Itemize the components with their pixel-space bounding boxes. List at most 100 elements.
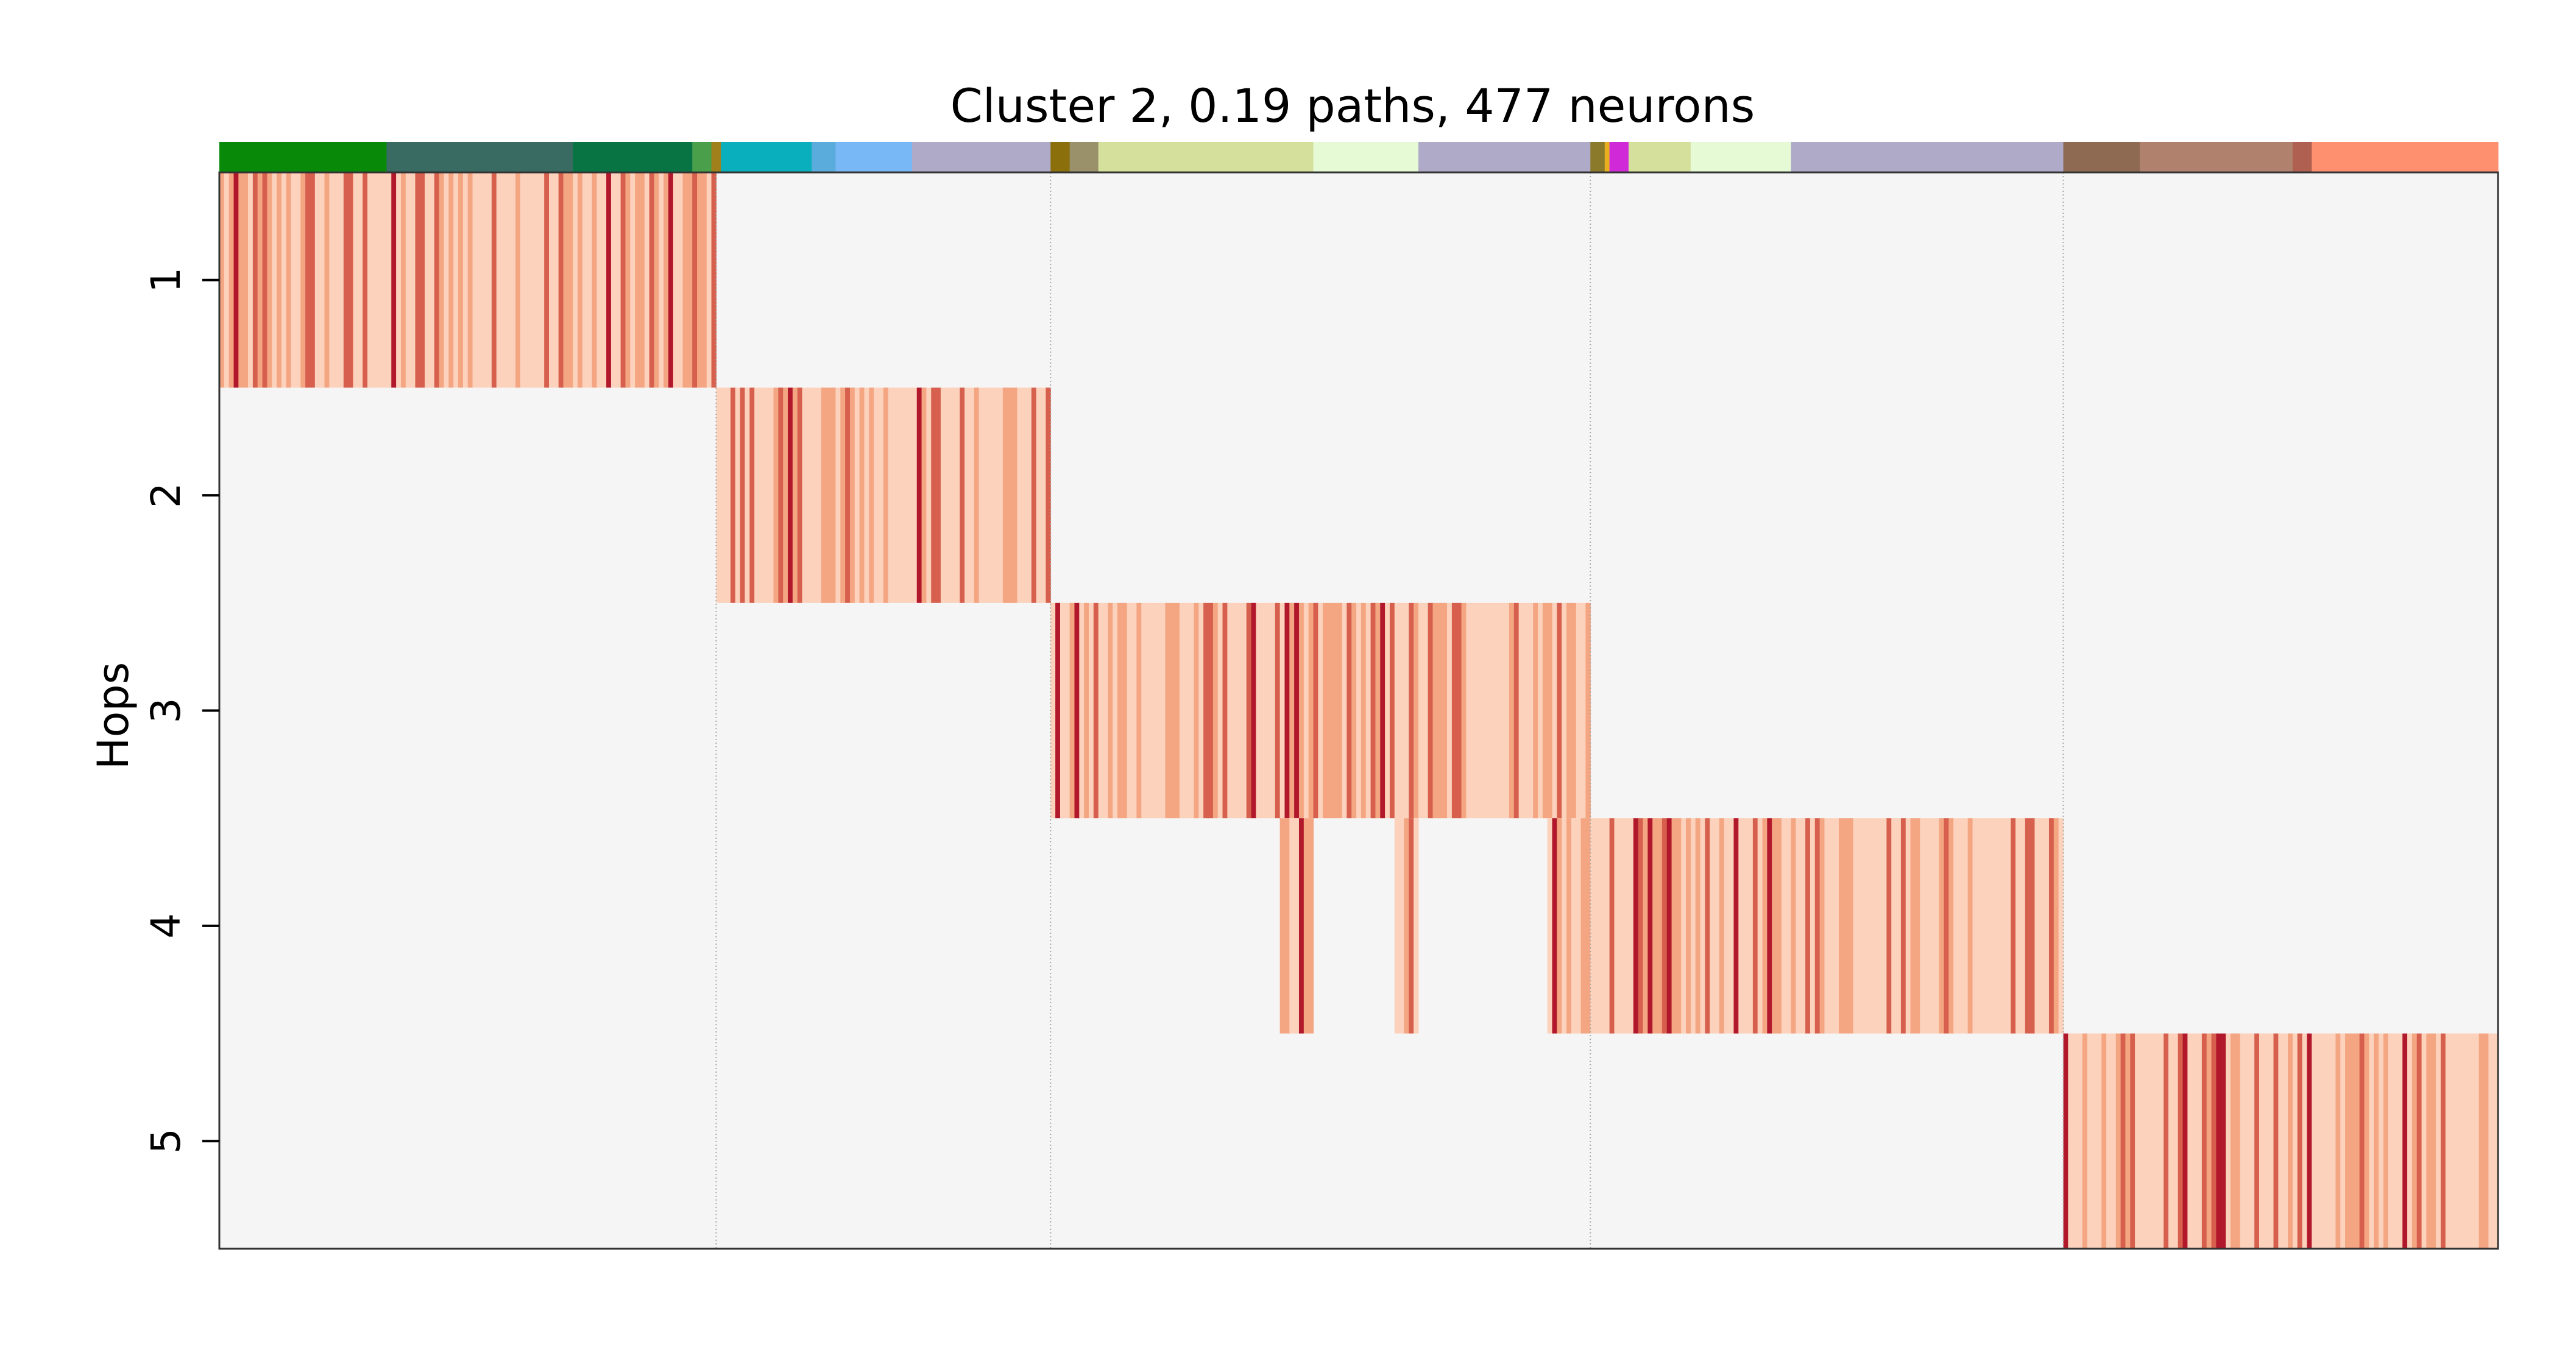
heatmap-cell <box>305 172 310 387</box>
heatmap-cell <box>272 172 277 387</box>
heatmap-cell <box>616 172 621 387</box>
group-color-segment <box>1070 142 1099 172</box>
heatmap-cell <box>2417 1034 2422 1249</box>
heatmap-cell <box>444 172 449 387</box>
y-tick-label: 1 <box>143 267 189 293</box>
heatmap-cell <box>1839 818 1844 1033</box>
group-color-segment <box>2293 142 2312 172</box>
heatmap-cell <box>1366 603 1371 818</box>
heatmap-cell <box>606 172 611 387</box>
heatmap-cell <box>1519 603 1524 818</box>
heatmap-cell <box>2264 1034 2269 1249</box>
heatmap-cell <box>988 387 993 602</box>
heatmap-cell <box>263 172 267 387</box>
heatmap-cell <box>534 172 539 387</box>
heatmap-cell <box>2121 1034 2126 1249</box>
heatmap-cell <box>2460 1034 2465 1249</box>
heatmap-cell <box>1414 818 1418 1033</box>
heatmap-cell <box>654 172 659 387</box>
heatmap-cell <box>1777 818 1782 1033</box>
heatmap-cell <box>1371 603 1376 818</box>
heatmap-cell <box>2063 1034 2068 1249</box>
heatmap-cell <box>1886 818 1891 1033</box>
heatmap-cell <box>764 387 769 602</box>
heatmap-cell <box>2125 1034 2130 1249</box>
heatmap-cell <box>2101 1034 2106 1249</box>
heatmap-cell <box>2140 1034 2145 1249</box>
heatmap-cell <box>1548 603 1552 818</box>
heatmap-cell <box>2383 1034 2388 1249</box>
heatmap-cell <box>1977 818 1982 1033</box>
heatmap-cell <box>401 172 406 387</box>
heatmap-cell <box>501 172 506 387</box>
group-color-segment <box>1791 142 2064 172</box>
heatmap-cell <box>2020 818 2025 1033</box>
heatmap-cell <box>2164 1034 2168 1249</box>
heatmap-cell <box>707 172 712 387</box>
heatmap-cell <box>2379 1034 2383 1249</box>
heatmap-cell <box>2350 1034 2355 1249</box>
y-tick-label: 3 <box>143 698 189 724</box>
heatmap-cell <box>2360 1034 2365 1249</box>
heatmap-cell <box>1504 603 1509 818</box>
heatmap-cell <box>1733 818 1738 1033</box>
heatmap-cell <box>1404 818 1409 1033</box>
heatmap-cell <box>578 172 582 387</box>
heatmap-cell <box>740 387 745 602</box>
heatmap-cell <box>678 172 683 387</box>
heatmap-cell <box>1050 603 1055 818</box>
heatmap-cell <box>630 172 635 387</box>
heatmap-cell <box>754 387 759 602</box>
group-color-segment <box>2140 142 2293 172</box>
heatmap-cell <box>448 172 453 387</box>
heatmap-cell <box>1481 603 1485 818</box>
heatmap-cell <box>487 172 492 387</box>
heatmap-cell <box>2202 1034 2207 1249</box>
heatmap-cell <box>1385 603 1390 818</box>
heatmap-cell <box>1022 387 1027 602</box>
heatmap-cell <box>2426 1034 2431 1249</box>
heatmap-cell <box>515 172 520 387</box>
heatmap-cell <box>1738 818 1743 1033</box>
heatmap-cell <box>1070 603 1075 818</box>
heatmap-cell <box>1237 603 1242 818</box>
heatmap-cell <box>936 387 941 602</box>
heatmap-cell <box>749 387 754 602</box>
heatmap-cell <box>430 172 434 387</box>
heatmap-cell <box>1161 603 1166 818</box>
heatmap-cell <box>1270 603 1275 818</box>
heatmap-cell <box>2465 1034 2469 1249</box>
heatmap-cell <box>1089 603 1094 818</box>
heatmap-cell <box>2001 818 2006 1033</box>
heatmap-cell <box>592 172 597 387</box>
heatmap-cell <box>2302 1034 2307 1249</box>
heatmap-cell <box>1610 818 1615 1033</box>
heatmap-cell <box>897 387 902 602</box>
heatmap-cell <box>1113 603 1117 818</box>
heatmap-cell <box>2111 1034 2116 1249</box>
heatmap-cell <box>697 172 702 387</box>
heatmap-cell <box>702 172 707 387</box>
heatmap-cell <box>1982 818 1987 1033</box>
heatmap-cell <box>267 172 272 387</box>
heatmap-cell <box>2283 1034 2288 1249</box>
heatmap-cell <box>1968 818 1973 1033</box>
group-color-segment <box>692 142 712 172</box>
heatmap-cell <box>1074 603 1079 818</box>
heatmap-cell <box>1600 818 1605 1033</box>
heatmap-cell <box>568 172 573 387</box>
heatmap-cell <box>1896 818 1901 1033</box>
heatmap-cell <box>1414 603 1418 818</box>
heatmap-cell <box>1289 603 1294 818</box>
group-color-segment <box>1610 142 1629 172</box>
heatmap-cell <box>1514 603 1519 818</box>
heatmap-cell <box>1203 603 1208 818</box>
heatmap-cell <box>1581 818 1586 1033</box>
heatmap-cell <box>2431 1034 2436 1249</box>
heatmap-cell <box>2249 1034 2254 1249</box>
heatmap-cell <box>2082 1034 2087 1249</box>
heatmap-cell <box>1304 603 1309 818</box>
heatmap-cell <box>1395 818 1399 1033</box>
heatmap-cell <box>1466 603 1471 818</box>
